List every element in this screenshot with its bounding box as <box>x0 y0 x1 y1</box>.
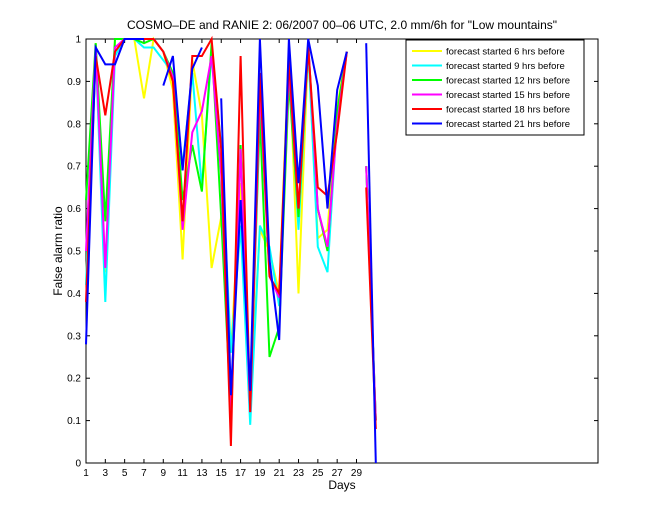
y-tick-label: 0.7 <box>67 162 81 173</box>
y-tick-label: 0.9 <box>67 77 81 88</box>
x-tick-label: 9 <box>161 468 167 479</box>
x-tick-label: 29 <box>351 468 363 479</box>
x-tick-label: 27 <box>332 468 344 479</box>
y-axis-label: False alarm ratio <box>51 206 65 296</box>
x-tick-label: 5 <box>122 468 128 479</box>
y-tick-label: 0 <box>75 459 81 470</box>
y-tick-label: 0.4 <box>67 289 81 300</box>
x-tick-label: 1 <box>83 468 89 479</box>
x-tick-label: 13 <box>196 468 208 479</box>
x-tick-label: 21 <box>274 468 286 479</box>
legend-box <box>405 39 585 136</box>
chart-title: COSMO–DE and RANIE 2: 06/2007 00–06 UTC,… <box>127 18 557 32</box>
legend-label: forecast started 12 hrs before <box>446 76 570 87</box>
x-tick-label: 23 <box>293 468 305 479</box>
x-tick-label: 17 <box>235 468 247 479</box>
legend-label: forecast started 18 hrs before <box>446 105 570 116</box>
y-tick-label: 0.6 <box>67 204 81 215</box>
series-line-segment <box>365 43 377 464</box>
legend-label: forecast started 15 hrs before <box>446 90 570 101</box>
y-tick-label: 0.5 <box>67 247 81 258</box>
x-tick-label: 11 <box>177 468 188 479</box>
y-tick-label: 0.2 <box>67 374 81 385</box>
series-6 <box>85 38 377 464</box>
series-line-segment <box>162 47 203 171</box>
y-tick-label: 0.8 <box>67 119 81 130</box>
legend: forecast started 6 hrs before forecast st… <box>405 39 585 136</box>
x-tick-label: 19 <box>254 468 266 479</box>
x-axis-ticks: 1 3 5 7 9 11 13 15 17 19 21 23 25 27 29 <box>83 39 362 479</box>
y-axis-ticks: 0 0.1 0.2 0.3 0.4 0.5 0.6 0.7 0.8 0.9 1 <box>67 35 598 470</box>
series-line-segment <box>220 38 348 396</box>
x-tick-label: 7 <box>141 468 147 479</box>
x-tick-label: 25 <box>312 468 324 479</box>
x-tick-label: 3 <box>103 468 109 479</box>
legend-label: forecast started 9 hrs before <box>446 61 565 72</box>
legend-label: forecast started 6 hrs before <box>446 47 565 58</box>
y-tick-label: 1 <box>75 35 81 46</box>
x-tick-label: 15 <box>216 468 228 479</box>
y-tick-label: 0.3 <box>67 331 81 342</box>
series-lines <box>85 35 377 464</box>
series-line-segment <box>85 38 144 345</box>
x-axis-label: Days <box>328 478 355 492</box>
legend-label: forecast started 21 hrs before <box>446 119 570 130</box>
y-tick-label: 0.1 <box>67 416 81 427</box>
